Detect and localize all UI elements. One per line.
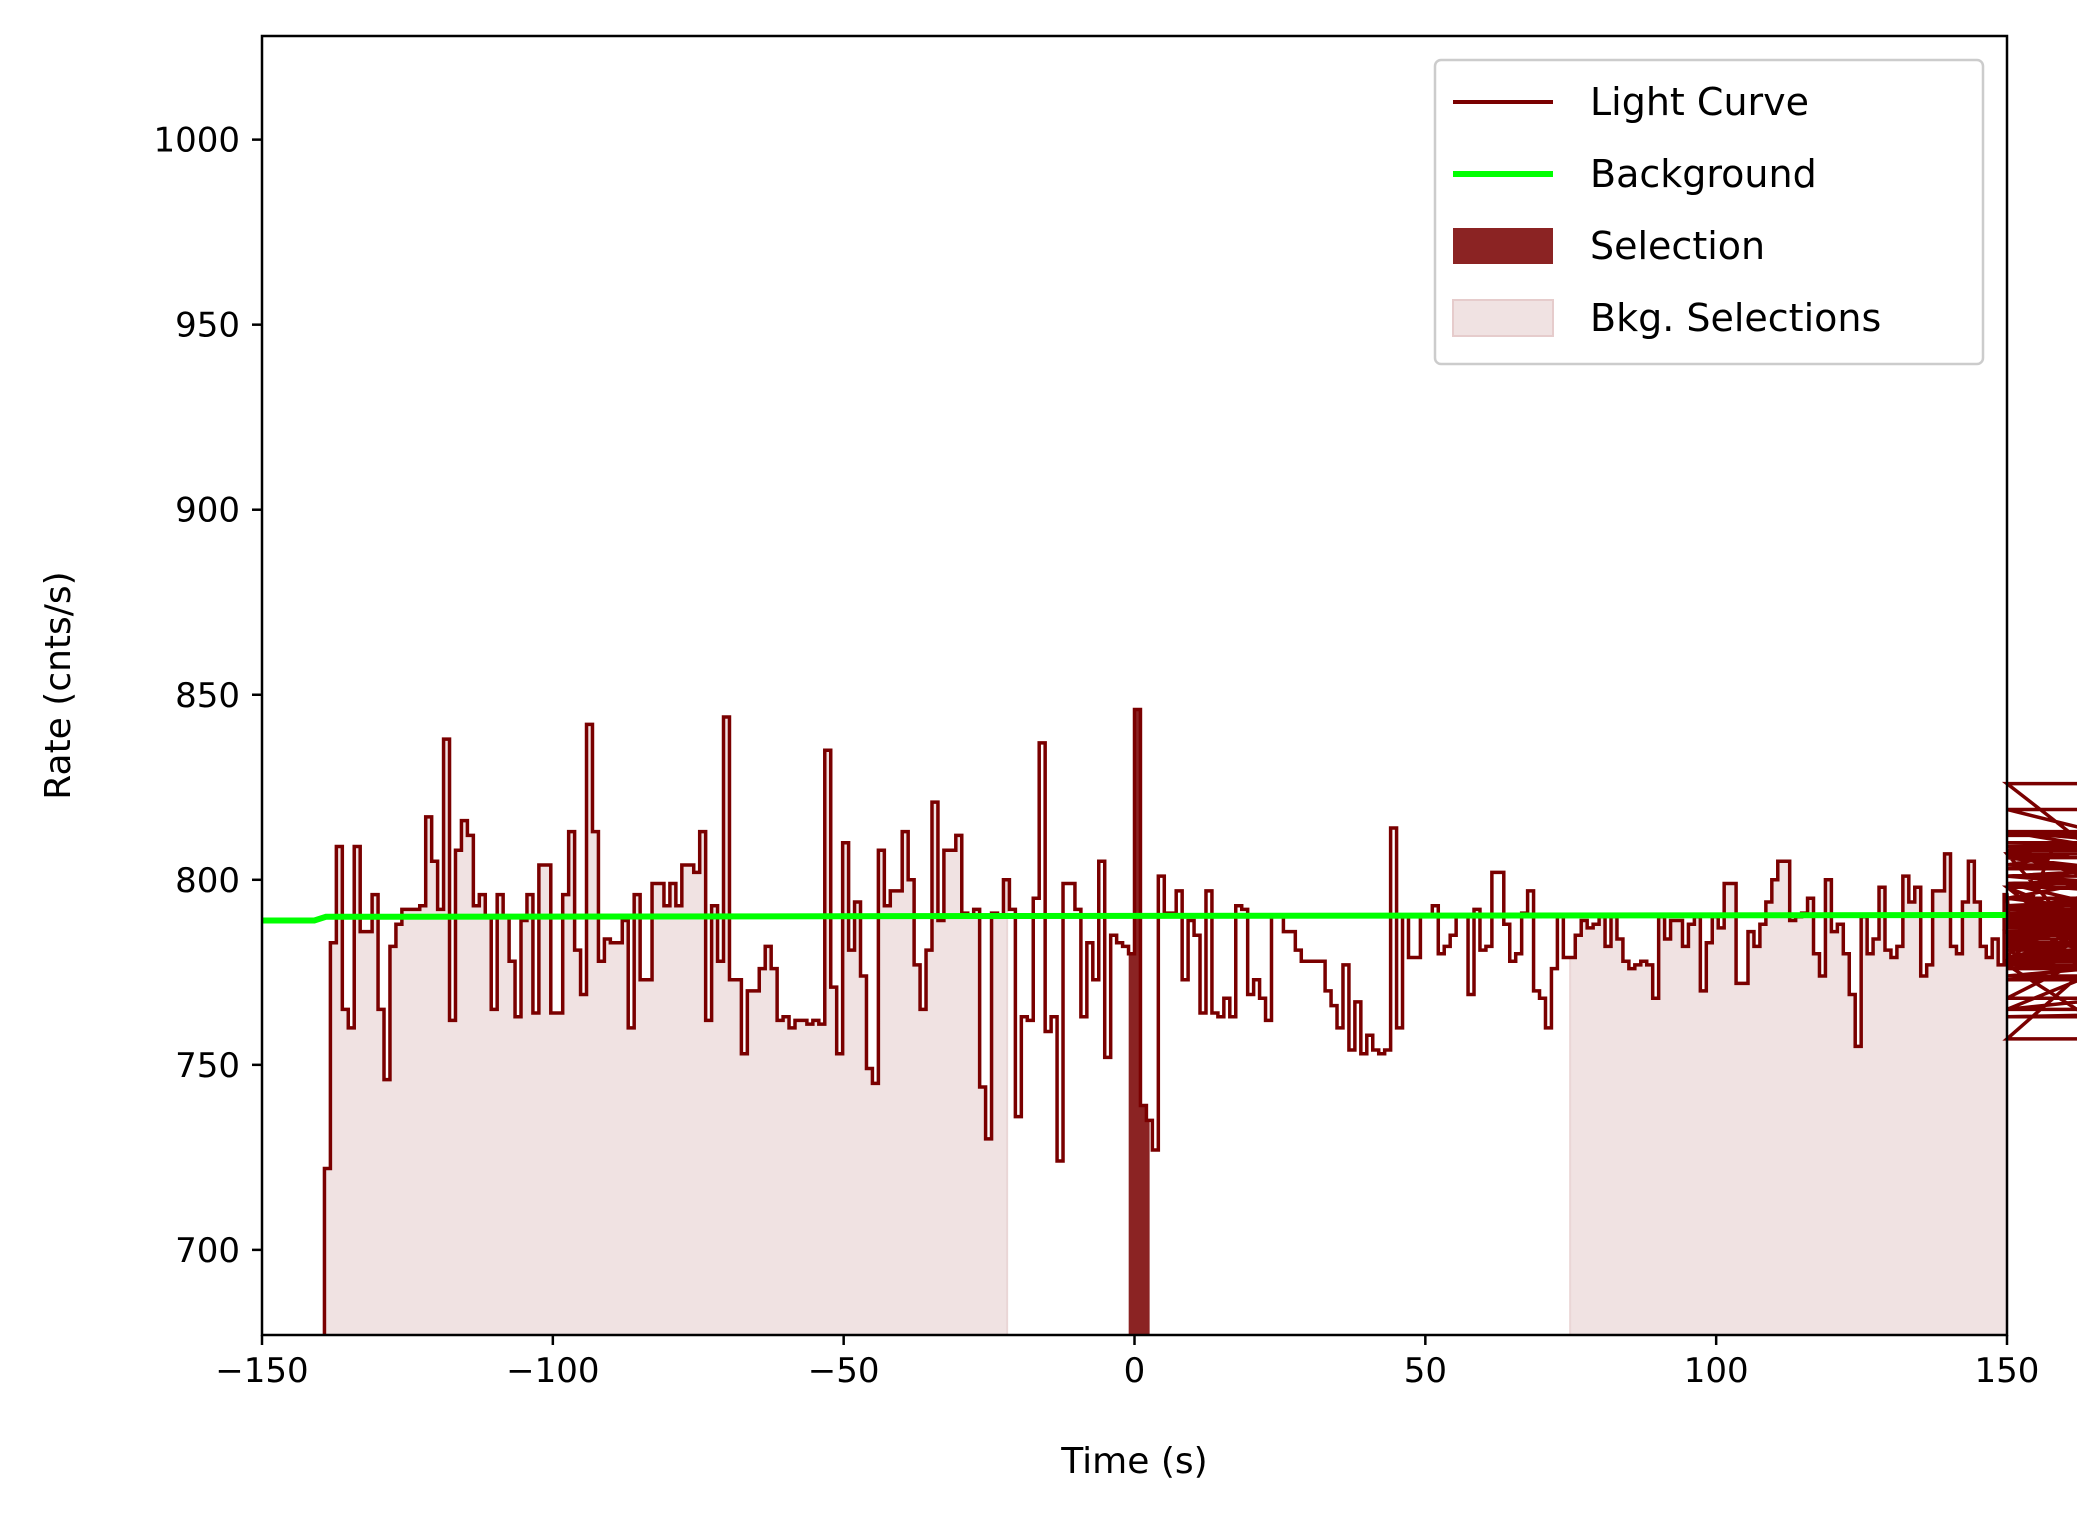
y-tick-label: 800 <box>175 861 240 901</box>
x-tick-label: −100 <box>506 1351 599 1391</box>
x-tick-label: 0 <box>1124 1351 1146 1391</box>
legend-box <box>1433 58 1985 366</box>
legend-light-curve-label: Light Curve <box>1590 80 1809 124</box>
x-axis: −150 −100 −50 0 50 100 150 <box>215 1335 2039 1391</box>
x-tick-label: −50 <box>808 1351 880 1391</box>
bkg-selection-region-0 <box>323 715 1009 1336</box>
y-axis-label: Rate (cnts/s) <box>38 571 79 799</box>
bkg-selection-region-1 <box>1569 852 2008 1336</box>
y-tick-label: 950 <box>175 306 240 346</box>
y-tick-label: 1000 <box>153 121 240 161</box>
legend-background-label: Background <box>1590 152 1817 196</box>
y-tick-label: 850 <box>175 676 240 716</box>
background-layer <box>262 911 2008 924</box>
x-tick-label: 150 <box>1975 1351 2040 1391</box>
x-axis-label: Time (s) <box>1060 1441 1207 1482</box>
y-tick-label: 900 <box>175 491 240 531</box>
legend-bkg-selections-label: Bkg. Selections <box>1590 296 1881 340</box>
legend: Light Curve Background Selection Bkg. Se… <box>1433 58 1985 366</box>
legend-bkg-selections-marker <box>1452 299 1554 337</box>
bkg-selections-layer <box>323 715 2008 1336</box>
legend-selection-marker <box>1453 228 1553 264</box>
x-tick-label: −150 <box>215 1351 308 1391</box>
y-tick-label: 750 <box>175 1046 240 1086</box>
x-tick-label: 100 <box>1684 1351 1749 1391</box>
y-tick-label: 700 <box>175 1231 240 1271</box>
background-line <box>262 911 2008 924</box>
legend-selection-label: Selection <box>1590 224 1765 268</box>
y-axis: 700 750 800 850 900 950 1000 <box>153 121 262 1271</box>
x-tick-label: 50 <box>1404 1351 1447 1391</box>
